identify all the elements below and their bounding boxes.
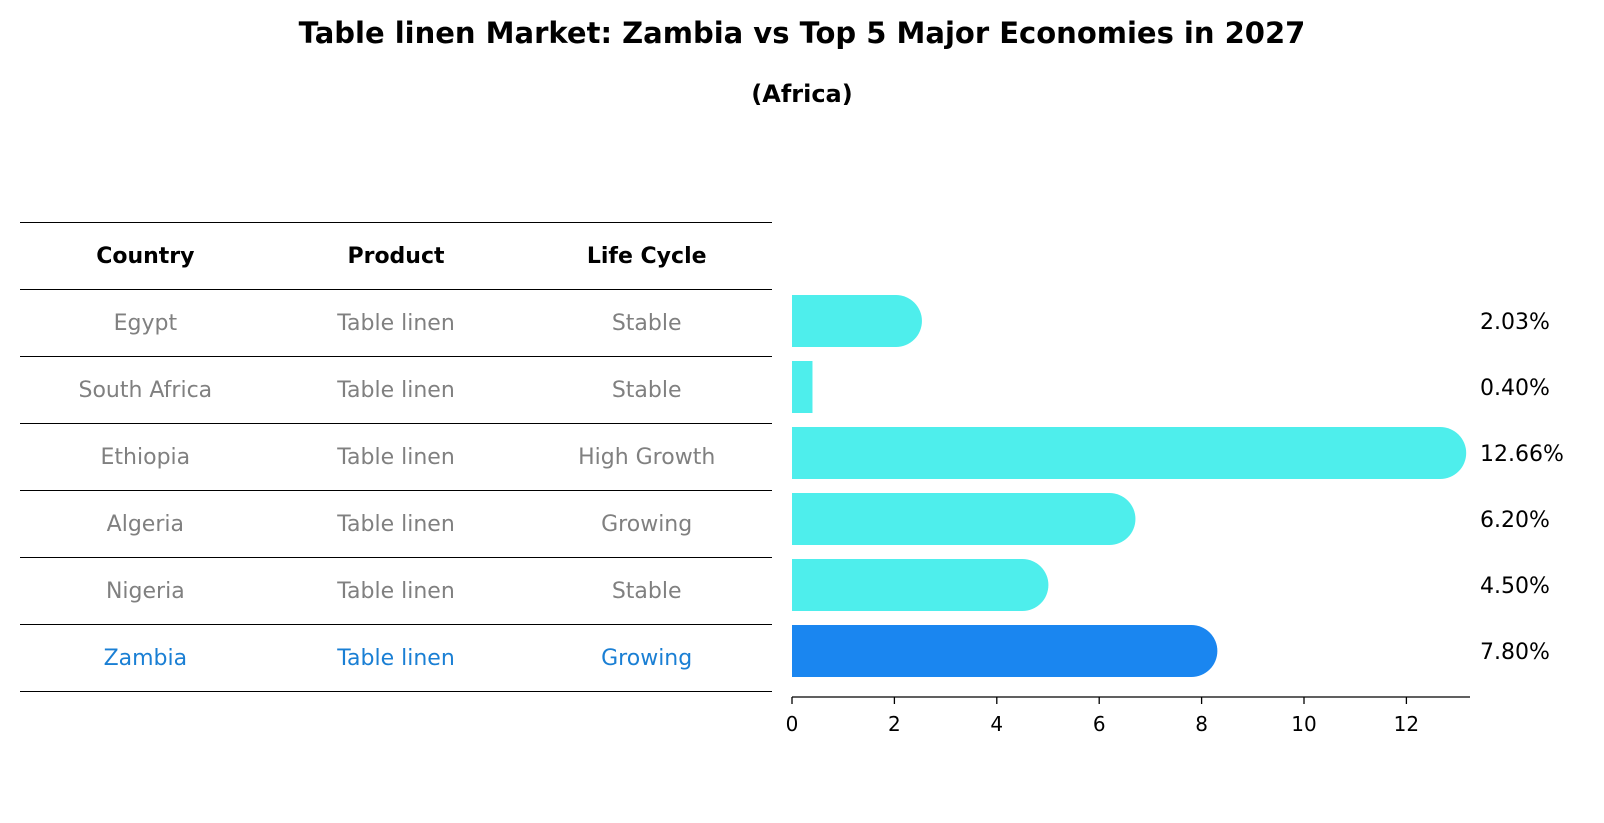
cell-country: Ethiopia	[100, 444, 191, 470]
bar-value-label: 12.66%	[1480, 442, 1564, 467]
bar-value-label: 7.80%	[1480, 640, 1550, 665]
chart-subtitle: (Africa)	[751, 80, 853, 108]
cell-country: Zambia	[103, 645, 188, 671]
bar-egypt	[792, 295, 922, 347]
cell-product: Table linen	[337, 511, 455, 537]
table-row: Egypt Table linen Stable	[20, 289, 772, 356]
header-country: Country	[96, 243, 195, 269]
data-table: Country Product Life Cycle Egypt Table l…	[20, 222, 772, 692]
x-tick-label: 4	[990, 712, 1003, 736]
bar-nigeria	[792, 559, 1049, 611]
cell-product: Table linen	[337, 310, 455, 336]
table-header-row: Country Product Life Cycle	[20, 222, 772, 289]
chart-title: Table linen Market: Zambia vs Top 5 Majo…	[298, 16, 1306, 50]
cell-country: South Africa	[78, 377, 213, 403]
cell-life-cycle: Growing	[601, 645, 693, 671]
bar-algeria	[792, 493, 1136, 545]
cell-product: Table linen	[337, 377, 455, 403]
cell-product: Table linen	[337, 578, 455, 604]
x-tick-label: 10	[1291, 712, 1316, 736]
x-tick-label: 8	[1195, 712, 1208, 736]
cell-country: Algeria	[106, 511, 184, 537]
cell-life-cycle: Stable	[611, 377, 682, 403]
bar-value-label: 0.40%	[1480, 376, 1550, 401]
cell-life-cycle: Stable	[611, 310, 682, 336]
bar-zambia	[792, 625, 1218, 677]
cell-life-cycle: Stable	[611, 578, 682, 604]
table-row-highlighted: Zambia Table linen Growing	[20, 624, 772, 692]
header-life-cycle: Life Cycle	[586, 243, 707, 269]
bar-value-label: 2.03%	[1480, 310, 1550, 335]
x-tick-label: 0	[786, 712, 799, 736]
bar-south-africa	[792, 361, 813, 413]
table-row: Ethiopia Table linen High Growth	[20, 423, 772, 490]
bar-value-label: 4.50%	[1480, 574, 1550, 599]
x-tick-label: 6	[1093, 712, 1106, 736]
cell-life-cycle: High Growth	[578, 444, 716, 470]
cell-country: Egypt	[113, 310, 178, 336]
table-row: Nigeria Table linen Stable	[20, 557, 772, 624]
x-tick-label: 12	[1394, 712, 1419, 736]
cell-life-cycle: Growing	[601, 511, 693, 537]
cell-product: Table linen	[337, 645, 455, 671]
x-tick-label: 2	[888, 712, 901, 736]
table-row: South Africa Table linen Stable	[20, 356, 772, 423]
bar-value-label: 6.20%	[1480, 508, 1550, 533]
header-product: Product	[347, 243, 445, 269]
cell-country: Nigeria	[105, 578, 185, 604]
table-row: Algeria Table linen Growing	[20, 490, 772, 557]
cell-product: Table linen	[337, 444, 455, 470]
bar-ethiopia	[792, 427, 1467, 479]
